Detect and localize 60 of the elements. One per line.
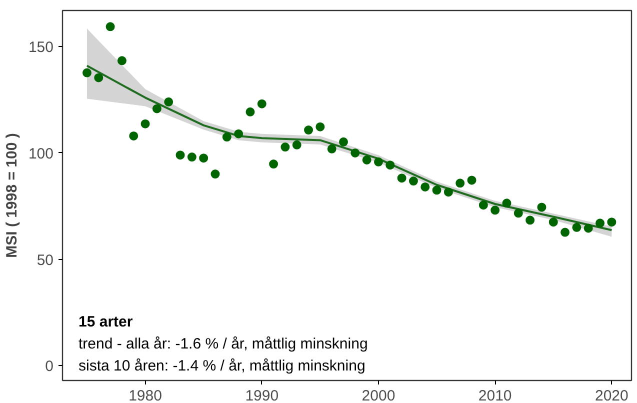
point [280,142,290,152]
point [362,155,372,164]
point [269,160,278,169]
point [350,148,360,158]
point [140,119,150,128]
y-axis-title: MSI ( 1998 = 100 ) [3,133,20,258]
point [164,97,174,106]
point [514,208,523,218]
point [548,218,558,227]
point [292,140,302,150]
point [490,206,500,215]
line-series [86,64,613,232]
point [444,188,453,197]
y-tick-label: 150 [28,39,54,56]
point [187,152,196,162]
y-tick-label: 0 [45,358,54,376]
point [537,202,546,212]
point [199,154,208,163]
point [339,137,348,146]
point [222,132,232,142]
annotation: 15 arter [78,314,133,330]
point [316,122,325,132]
point [584,224,593,233]
x-tick-label: 2020 [594,388,628,403]
point [607,218,616,227]
x-tick-label: 1980 [128,388,162,403]
point [478,200,488,210]
x-tick-label: 2000 [362,388,396,403]
point [560,228,570,237]
point [596,218,605,228]
annotation: sista 10 åren: -1.4 % / år, måttlig minskning [78,358,366,374]
point [397,174,406,183]
point [176,150,185,160]
point [408,176,418,186]
y-tick-label: 100 [28,145,54,162]
point [152,104,162,114]
point [246,107,255,116]
point [257,99,266,108]
point [456,178,465,188]
x-tick-label: 1990 [245,388,279,403]
point [502,198,512,208]
point [432,186,442,195]
point [386,160,395,170]
point [106,22,115,32]
point [117,56,126,66]
y-tick-label: 50 [36,252,54,269]
point [327,144,336,154]
x-tick-label: 2010 [478,388,512,403]
point [82,68,92,78]
annotation: trend - alla år: -1.6 % / år, måttlig minskning [78,336,368,352]
point [210,170,220,179]
point [572,222,582,232]
point [129,131,138,140]
point [374,157,383,166]
point [420,182,430,192]
point [234,129,244,138]
point [304,126,314,134]
point [467,176,476,185]
point [526,216,535,225]
point [94,73,104,82]
